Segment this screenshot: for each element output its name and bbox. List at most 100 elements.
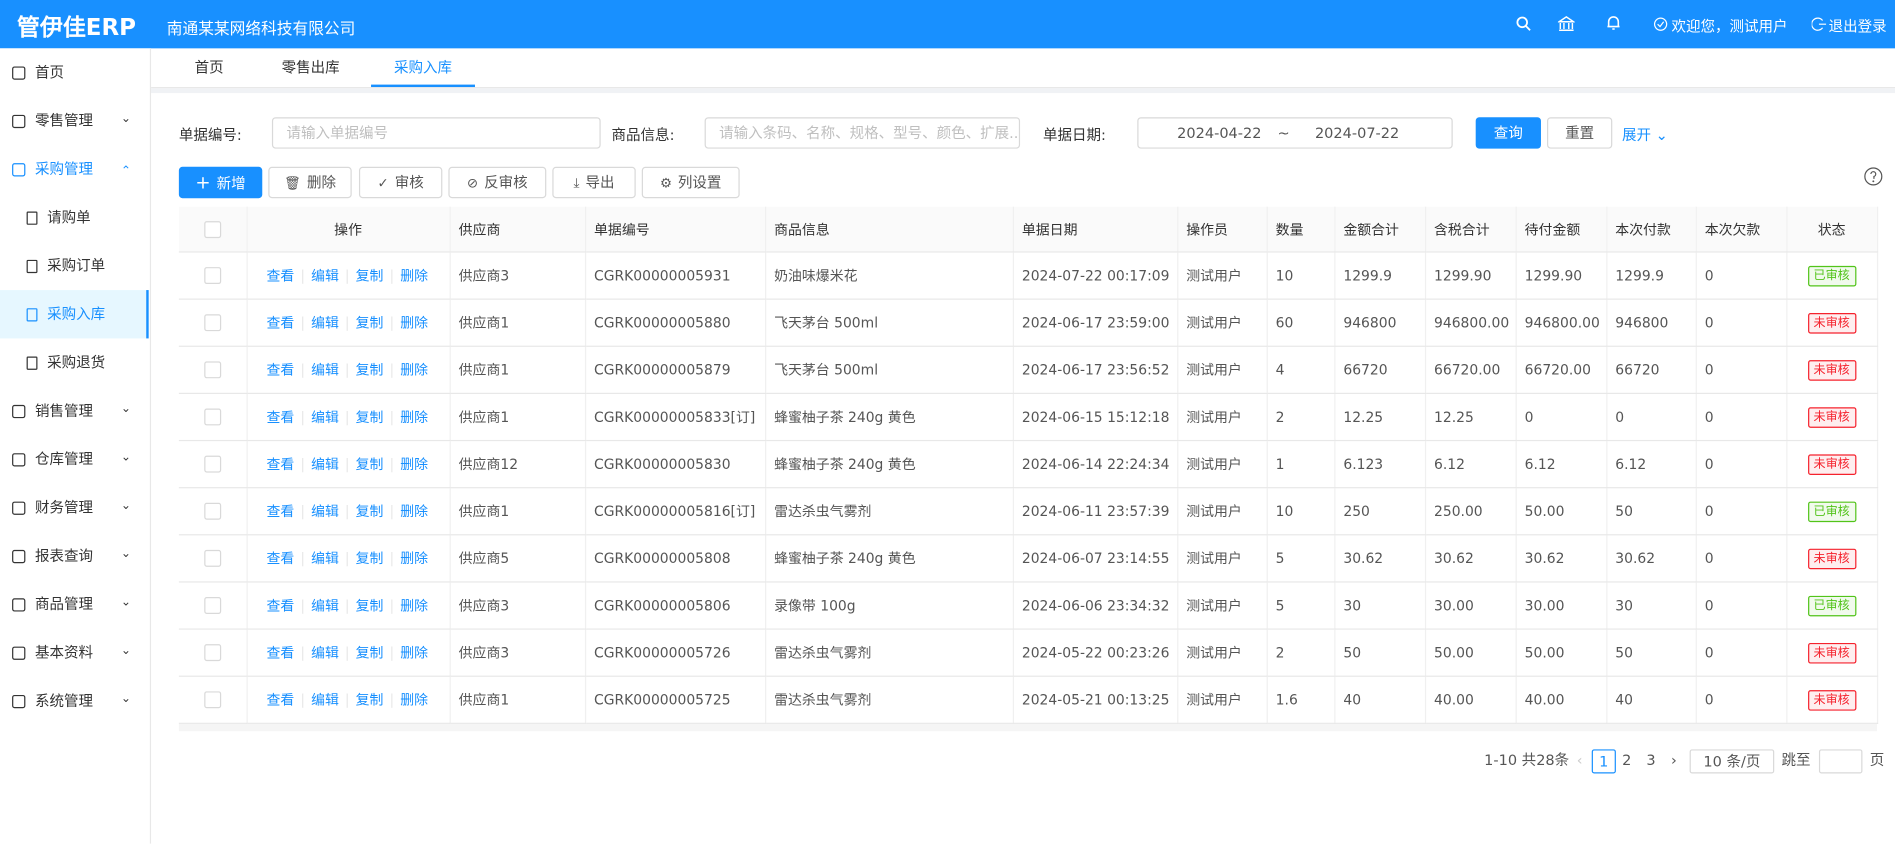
action-link[interactable]: 编辑 xyxy=(311,691,339,709)
bell-icon[interactable] xyxy=(1606,15,1621,32)
bank-icon[interactable] xyxy=(1557,16,1575,32)
reset-button[interactable]: 重置 xyxy=(1547,117,1613,149)
action-link[interactable]: 查看 xyxy=(266,455,295,473)
cell: 2024-06-14 22:24:34 xyxy=(1012,440,1178,489)
checkbox[interactable] xyxy=(203,503,221,521)
menu-label: 首页 xyxy=(35,64,65,81)
action-link[interactable]: 编辑 xyxy=(311,502,339,520)
toolbar-button[interactable]: + 新增 xyxy=(178,166,263,199)
action-link[interactable]: 删除 xyxy=(400,597,428,614)
checkbox[interactable] xyxy=(203,361,221,379)
action-link[interactable]: 编辑 xyxy=(311,314,339,332)
action-link[interactable]: 查看 xyxy=(266,691,295,709)
help-icon[interactable] xyxy=(1864,167,1883,186)
action-link[interactable]: 编辑 xyxy=(311,267,339,285)
tab[interactable]: 采购入库 xyxy=(371,48,475,88)
menu-item[interactable]: 零售管理 ⌄ xyxy=(0,97,149,145)
checkbox[interactable] xyxy=(203,220,221,238)
action-link[interactable]: 复制 xyxy=(355,502,384,520)
action-link[interactable]: 删除 xyxy=(400,408,428,426)
checkbox[interactable] xyxy=(203,455,221,473)
action-link[interactable]: 编辑 xyxy=(311,408,339,426)
action-link[interactable]: 删除 xyxy=(400,455,428,473)
menu-item[interactable]: 采购管理 ⌄ xyxy=(0,145,149,193)
menu-item[interactable]: 商品管理 ⌄ xyxy=(0,580,149,628)
next-page[interactable]: › xyxy=(1671,751,1677,769)
menu-item[interactable]: 销售管理 ⌄ xyxy=(0,387,149,435)
checkbox[interactable] xyxy=(203,267,221,285)
submenu-item[interactable]: 请购单 xyxy=(0,193,149,241)
checkbox[interactable] xyxy=(203,691,221,709)
submenu-item[interactable]: 采购退货 xyxy=(0,338,149,386)
checkbox[interactable] xyxy=(203,597,221,615)
menu-item[interactable]: 报表查询 ⌄ xyxy=(0,532,149,580)
action-link[interactable]: 复制 xyxy=(355,267,384,285)
page-number[interactable]: 1 xyxy=(1591,749,1616,774)
tab[interactable]: 首页 xyxy=(194,59,224,77)
action-link[interactable]: 复制 xyxy=(355,549,384,567)
action-link[interactable]: 复制 xyxy=(355,597,384,614)
submenu-item[interactable]: 采购订单 xyxy=(0,242,149,290)
action-link[interactable]: 删除 xyxy=(400,549,428,567)
action-link[interactable]: 查看 xyxy=(266,361,295,379)
menu-item[interactable]: 系统管理 ⌄ xyxy=(0,677,149,725)
logout[interactable]: 退出登录 xyxy=(1828,18,1887,36)
menu-item[interactable]: 首页 xyxy=(0,48,149,96)
toolbar-button[interactable]: ⊘ 反审核 xyxy=(448,166,547,199)
search-icon[interactable] xyxy=(1516,16,1532,32)
page-number[interactable]: 3 xyxy=(1646,751,1656,769)
query-button[interactable]: 查询 xyxy=(1475,117,1541,149)
jump-input[interactable] xyxy=(1818,749,1863,774)
table-row: 查看 | 编辑 | 复制 | 删除 供应商5 CGRK00000005808 蜂蜜柚子茶 240g… xyxy=(178,534,1878,583)
tab[interactable]: 零售出库 xyxy=(281,59,340,77)
menu-label: 销售管理 xyxy=(35,402,94,420)
toolbar-button[interactable]: ⚙ 列设置 xyxy=(641,166,740,199)
action-link[interactable]: 编辑 xyxy=(311,644,339,662)
action-link[interactable]: 复制 xyxy=(355,644,384,662)
action-link[interactable]: 删除 xyxy=(400,361,428,379)
menu-item[interactable]: 财务管理 ⌄ xyxy=(0,483,149,531)
status-cell: 已审核 xyxy=(1786,487,1878,536)
action-link[interactable]: 删除 xyxy=(400,502,428,520)
action-link[interactable]: 复制 xyxy=(355,408,384,426)
page-size[interactable]: 10 条/页 xyxy=(1689,749,1775,774)
checkbox[interactable] xyxy=(203,314,221,332)
checkbox[interactable] xyxy=(203,408,221,426)
action-link[interactable]: 删除 xyxy=(400,691,428,709)
product-input[interactable]: 请输入条码、名称、规格、型号、颜色、扩展... xyxy=(704,117,1021,149)
header-cell: 商品信息 xyxy=(765,206,1014,253)
action-link[interactable]: 删除 xyxy=(400,644,428,662)
action-link[interactable]: 编辑 xyxy=(311,597,339,614)
action-link[interactable]: 查看 xyxy=(266,549,295,567)
action-link[interactable]: 复制 xyxy=(355,314,384,332)
toolbar-button[interactable]: ✓ 审核 xyxy=(358,166,443,199)
action-link[interactable]: 复制 xyxy=(355,691,384,709)
action-link[interactable]: 删除 xyxy=(400,267,428,285)
action-link[interactable]: 查看 xyxy=(266,267,295,285)
action-link[interactable]: 编辑 xyxy=(311,361,339,379)
action-link[interactable]: 复制 xyxy=(355,361,384,379)
toolbar-button[interactable]: 🗑 删除 xyxy=(268,166,352,199)
page-number[interactable]: 2 xyxy=(1622,751,1632,769)
action-link[interactable]: 编辑 xyxy=(311,455,339,473)
checkbox[interactable] xyxy=(203,644,221,662)
prev-page[interactable]: ‹ xyxy=(1576,751,1583,769)
number-input[interactable]: 请输入单据编号 xyxy=(271,117,601,149)
submenu-item[interactable]: 采购入库 xyxy=(0,290,149,339)
checkbox[interactable] xyxy=(203,550,221,568)
toolbar-button[interactable]: ⤓ 导出 xyxy=(552,166,636,199)
action-link[interactable]: 编辑 xyxy=(311,549,339,567)
action-link[interactable]: 查看 xyxy=(266,408,295,426)
menu-item[interactable]: 基本资料 ⌄ xyxy=(0,628,149,676)
action-link[interactable]: 复制 xyxy=(355,455,384,473)
menu-item[interactable]: 仓库管理 ⌄ xyxy=(0,435,149,483)
action-link[interactable]: 查看 xyxy=(266,314,295,332)
action-link[interactable]: 查看 xyxy=(266,597,295,614)
separator: | xyxy=(300,267,306,285)
expand-link[interactable]: 展开 ⌄ xyxy=(1621,126,1668,144)
action-link[interactable]: 查看 xyxy=(266,644,295,662)
date-range[interactable]: 2024-04-22 ~ 2024-07-22 xyxy=(1137,117,1453,149)
action-link[interactable]: 查看 xyxy=(266,502,295,520)
action-link[interactable]: 删除 xyxy=(400,314,428,332)
separator: | xyxy=(300,549,306,567)
